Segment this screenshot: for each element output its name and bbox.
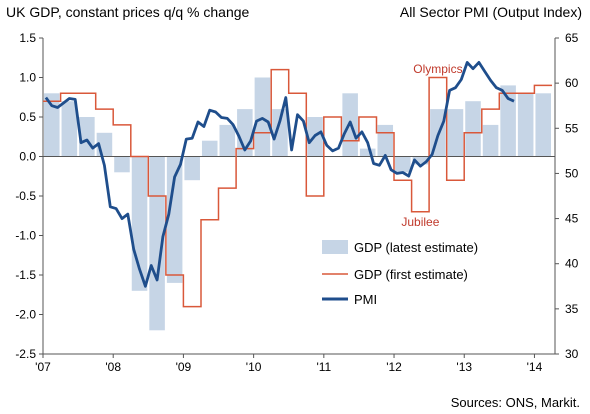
gdp-latest-bar: [201, 140, 218, 157]
right-tick-label: 30: [565, 347, 579, 361]
x-tick-label: '09: [176, 360, 192, 374]
x-tick-label: '12: [386, 360, 402, 374]
gdp-first-estimate-line: [43, 68, 552, 308]
left-tick-label: -1.0: [15, 229, 36, 243]
gdp-latest-bar: [500, 85, 516, 157]
legend-swatch-gdp-latest: [322, 240, 348, 254]
gdp-latest-bar: [184, 156, 200, 181]
x-tick-label: '07: [35, 360, 51, 374]
gdp-latest-bar: [535, 93, 551, 157]
legend-label: GDP (first estimate): [354, 267, 468, 282]
chart-title-left: UK GDP, constant prices q/q % change: [6, 4, 250, 20]
gdp-latest-bar: [254, 77, 271, 157]
gdp-latest-bar: [377, 124, 394, 157]
x-tick-label: '11: [316, 360, 331, 374]
right-tick-label: 65: [565, 31, 579, 45]
chart-source: Sources: ONS, Markit.: [450, 395, 580, 410]
x-tick-label: '13: [456, 360, 472, 374]
x-tick-label: '08: [105, 360, 121, 374]
left-tick-label: -2.5: [15, 347, 36, 361]
gdp-latest-bar: [44, 93, 60, 157]
right-tick-label: 45: [565, 212, 579, 226]
gdp-latest-bar: [412, 156, 429, 165]
x-tick-label: '10: [246, 360, 262, 374]
annotation-olympics: Olympics: [413, 62, 462, 76]
gdp-latest-bar: [149, 156, 165, 331]
annotation-jubilee: Jubilee: [401, 215, 439, 229]
left-tick-label: 0.5: [19, 110, 36, 124]
right-tick-label: 35: [565, 302, 579, 316]
right-tick-label: 40: [565, 257, 579, 271]
legend-label: PMI: [354, 292, 377, 307]
gdp-latest-bar: [395, 156, 411, 173]
left-tick-label: 1.5: [19, 31, 36, 45]
gdp-latest-bar: [61, 101, 78, 157]
gdp-latest-bar: [272, 109, 288, 157]
gdp-latest-bar: [359, 148, 376, 157]
gdp-latest-bar: [166, 156, 183, 283]
gdp-latest-bar: [482, 124, 499, 157]
gdp-latest-bar: [447, 109, 464, 157]
right-tick-label: 60: [565, 76, 579, 90]
left-tick-label: -2.0: [15, 308, 36, 322]
left-tick-label: -0.5: [15, 189, 36, 203]
legend-label: GDP (latest estimate): [354, 240, 478, 255]
pmi-line: [44, 61, 515, 288]
left-tick-label: 1.0: [19, 71, 36, 85]
x-tick-label: '14: [527, 360, 543, 374]
gdp-latest-bar: [517, 93, 534, 157]
gdp-latest-bar: [114, 156, 130, 173]
left-tick-label: -1.5: [15, 268, 36, 282]
chart-title-right: All Sector PMI (Output Index): [399, 4, 582, 20]
right-tick-label: 50: [565, 166, 579, 180]
right-tick-label: 55: [565, 121, 579, 135]
left-tick-label: 0.0: [19, 150, 36, 164]
gdp-latest-bar: [465, 101, 481, 157]
gdp-latest-bar: [219, 124, 236, 157]
